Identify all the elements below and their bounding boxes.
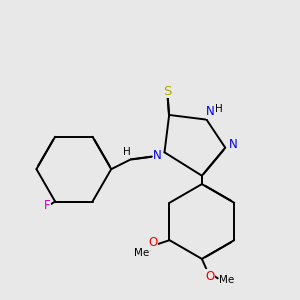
Text: S: S bbox=[164, 85, 172, 98]
Text: F: F bbox=[44, 199, 50, 212]
Text: N: N bbox=[153, 148, 162, 162]
Text: N: N bbox=[153, 148, 162, 162]
Text: Me: Me bbox=[134, 248, 149, 258]
Text: Me: Me bbox=[220, 275, 235, 285]
Text: N: N bbox=[229, 138, 238, 152]
Text: H: H bbox=[215, 104, 223, 114]
Text: O: O bbox=[206, 270, 215, 283]
Text: N: N bbox=[206, 105, 215, 118]
Text: O: O bbox=[148, 236, 157, 250]
Text: H: H bbox=[123, 147, 130, 157]
